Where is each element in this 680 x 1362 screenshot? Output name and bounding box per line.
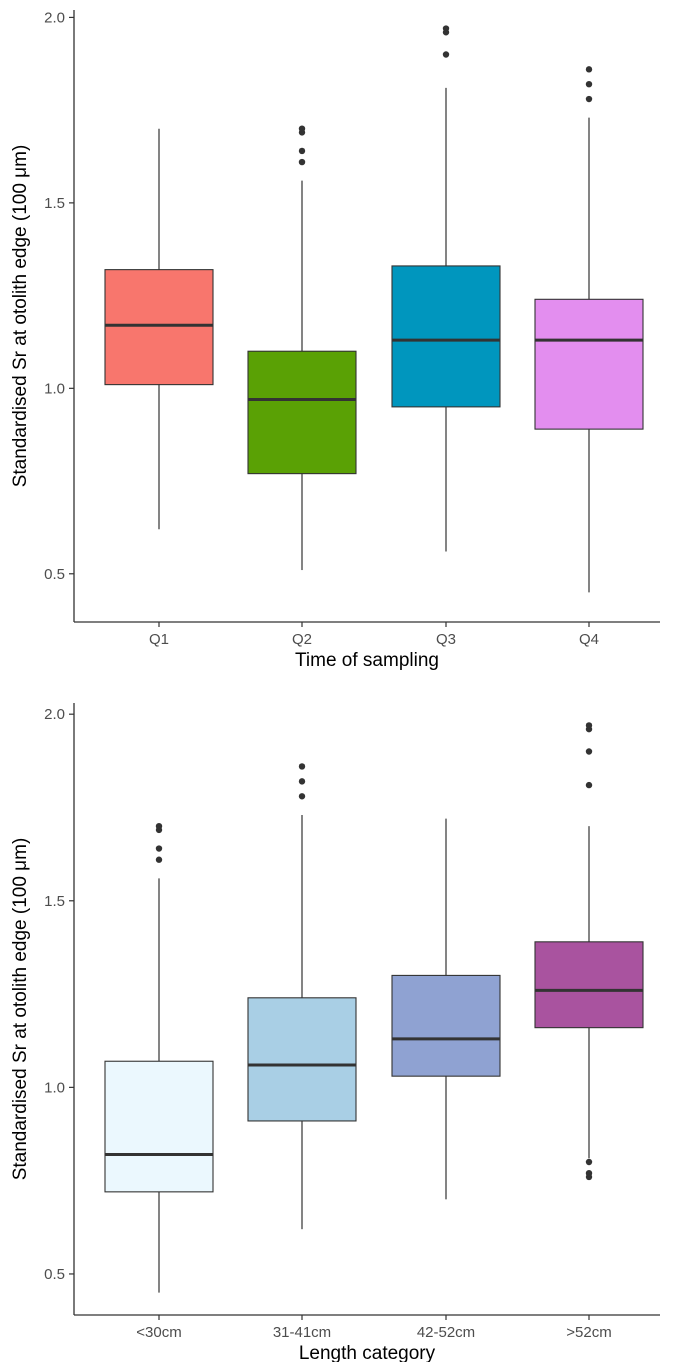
x-axis-title: Time of sampling bbox=[295, 650, 439, 671]
box-Q2 bbox=[247, 350, 357, 475]
outlier-point bbox=[442, 51, 450, 58]
outlier-point bbox=[298, 125, 306, 132]
outlier-point bbox=[298, 147, 306, 155]
x-tick-label: Q2 bbox=[292, 631, 312, 648]
outlier-point bbox=[155, 845, 163, 852]
outlier-point bbox=[585, 781, 593, 789]
y-tick-label: 0.5 bbox=[44, 566, 65, 583]
outlier-point bbox=[585, 95, 593, 103]
outlier-point bbox=[155, 822, 163, 830]
box->52cm bbox=[534, 941, 644, 1029]
box-Q3 bbox=[391, 265, 501, 408]
chart-panel-2: 0.5 1.0 1.5 2.0 <30cm 31-41cm 42-52cm >52cm Leng… bbox=[10, 703, 660, 1362]
box-31-41cm bbox=[247, 997, 357, 1122]
y-tick-label: 1.5 bbox=[44, 893, 65, 910]
box-group-Q2 bbox=[247, 125, 357, 571]
outlier-point bbox=[298, 793, 306, 800]
x-tick-label: 42-52cm bbox=[417, 1324, 475, 1341]
y-axis-title: Standardised Sr at otolith edge (100 μm) bbox=[10, 145, 31, 488]
outlier-point bbox=[585, 1158, 593, 1166]
outlier-point bbox=[155, 856, 163, 863]
box-<30cm bbox=[104, 1060, 214, 1193]
x-tick-label: <30cm bbox=[136, 1324, 181, 1341]
outlier-point bbox=[298, 778, 306, 785]
outlier-point bbox=[585, 66, 593, 73]
outlier-point bbox=[585, 80, 593, 88]
y-tick-label: 1.5 bbox=[44, 195, 65, 212]
x-tick-label: 31-41cm bbox=[273, 1324, 331, 1341]
box-group-<30cm bbox=[104, 822, 214, 1293]
outlier-point bbox=[585, 748, 593, 755]
box-group-Q4 bbox=[534, 66, 644, 593]
x-axis-title: Length category bbox=[299, 1343, 436, 1362]
y-tick-label: 0.5 bbox=[44, 1266, 65, 1283]
box-group-31-41cm bbox=[247, 763, 357, 1230]
y-axis-title: Standardised Sr at otolith edge (100 μm) bbox=[10, 838, 31, 1181]
box-Q1 bbox=[104, 269, 214, 386]
box-group->52cm bbox=[534, 722, 644, 1181]
outlier-point bbox=[298, 763, 306, 770]
box-42-52cm bbox=[391, 974, 501, 1077]
y-tick-label: 1.0 bbox=[44, 1079, 65, 1096]
outlier-point bbox=[585, 1169, 593, 1177]
x-tick-label: >52cm bbox=[566, 1324, 611, 1341]
x-tick-label: Q3 bbox=[436, 631, 456, 648]
box-group-Q3 bbox=[391, 25, 501, 552]
x-tick-label: Q1 bbox=[149, 631, 169, 648]
y-tick-label: 2.0 bbox=[44, 706, 65, 723]
x-tick-label: Q4 bbox=[579, 631, 599, 648]
box-Q4 bbox=[534, 298, 644, 430]
outlier-point bbox=[585, 722, 593, 729]
chart-panel-1: 0.5 1.0 1.5 2.0 Q1 Q2 Q3 Q4 Time of sampling Stan… bbox=[10, 9, 660, 671]
outlier-point bbox=[442, 25, 450, 32]
y-tick-label: 2.0 bbox=[44, 9, 65, 26]
box-group-Q1 bbox=[104, 128, 214, 530]
outlier-point bbox=[298, 158, 306, 166]
box-group-42-52cm bbox=[391, 818, 501, 1200]
y-tick-label: 1.0 bbox=[44, 380, 65, 397]
